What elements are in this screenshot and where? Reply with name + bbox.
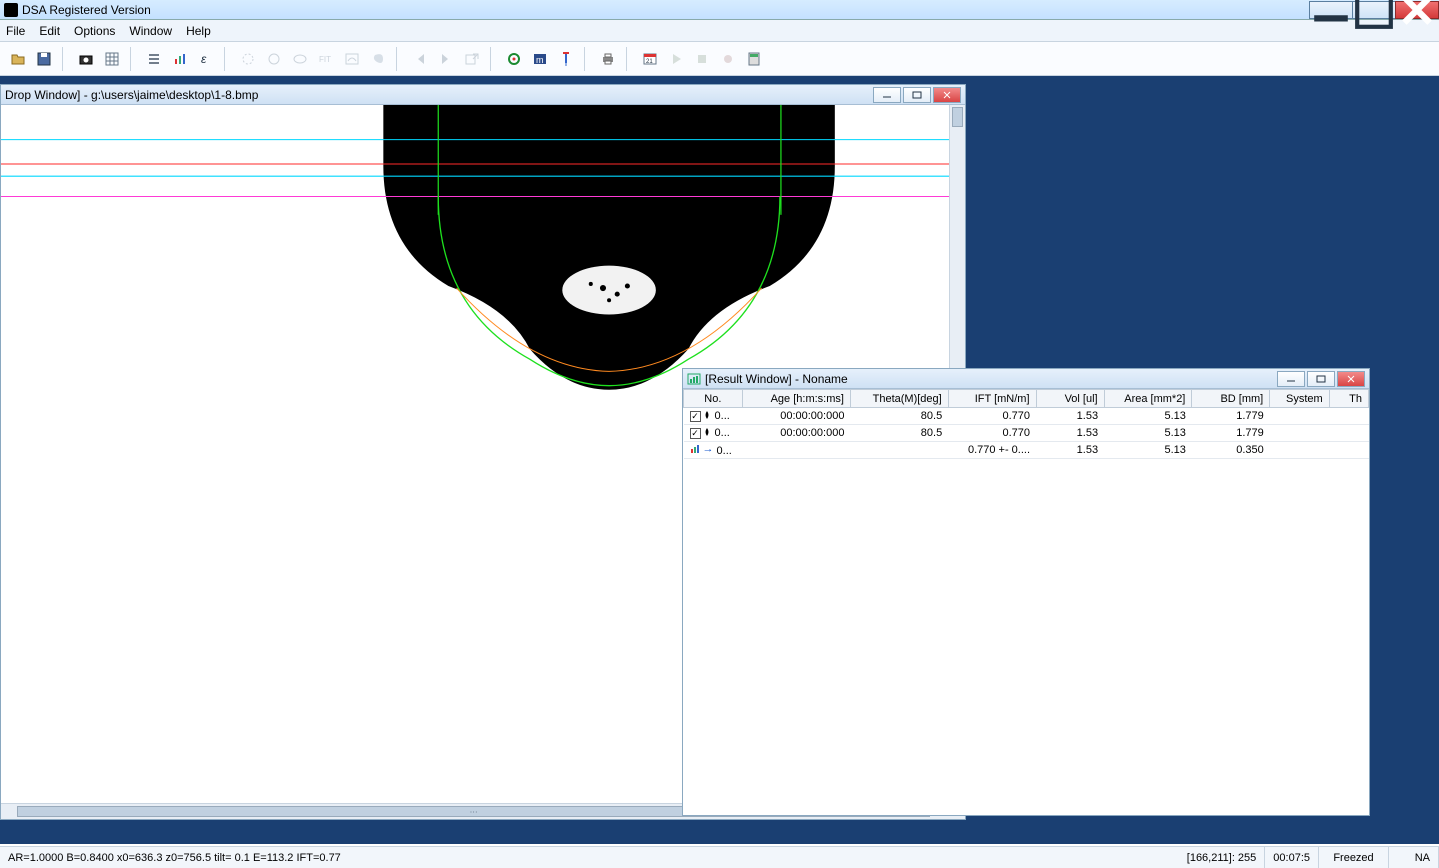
svg-text:FIT: FIT: [319, 55, 331, 64]
save-icon[interactable]: [32, 47, 56, 71]
mdi-workspace: Drop Window] - g:\users\jaime\desktop\1-…: [0, 76, 1439, 844]
col-area-mm-2-[interactable]: Area [mm*2]: [1104, 390, 1192, 408]
maximize-button[interactable]: [1352, 1, 1396, 19]
result-min-button[interactable]: [1277, 371, 1305, 387]
result-title: [Result Window] - Noname: [705, 372, 848, 386]
col-no-[interactable]: No.: [684, 390, 743, 408]
target-icon[interactable]: [502, 47, 526, 71]
open-icon[interactable]: [6, 47, 30, 71]
menubar: File Edit Options Window Help: [0, 20, 1439, 42]
result-body: No.Age [h:m:s:ms]Theta(M)[deg]IFT [mN/m]…: [683, 389, 1369, 815]
window-buttons: [1310, 1, 1439, 19]
drop-close-button[interactable]: [933, 87, 961, 103]
drop-window-titlebar[interactable]: Drop Window] - g:\users\jaime\desktop\1-…: [1, 85, 965, 105]
minimize-button[interactable]: [1309, 1, 1353, 19]
fit2-icon: [340, 47, 364, 71]
menu-window[interactable]: Window: [129, 24, 172, 38]
list-icon[interactable]: [142, 47, 166, 71]
syringe-icon[interactable]: [554, 47, 578, 71]
col-bd-mm-[interactable]: BD [mm]: [1192, 390, 1270, 408]
menu-file[interactable]: File: [6, 24, 25, 38]
menu-help[interactable]: Help: [186, 24, 211, 38]
table-row[interactable]: ✓ 0...00:00:00:00080.50.7701.535.131.779: [684, 408, 1369, 425]
statusbar: AR=1.0000 B=0.8400 x0=636.3 z0=756.5 til…: [0, 846, 1439, 868]
main-titlebar: DSA Registered Version: [0, 0, 1439, 20]
blob-icon: [366, 47, 390, 71]
col-th[interactable]: Th: [1329, 390, 1368, 408]
status-state: Freezed: [1319, 847, 1389, 868]
export-icon: [460, 47, 484, 71]
col-vol-ul-[interactable]: Vol [ul]: [1036, 390, 1104, 408]
result-restore-button[interactable]: [1307, 371, 1335, 387]
result-table: No.Age [h:m:s:ms]Theta(M)[deg]IFT [mN/m]…: [683, 389, 1369, 459]
svg-text:ε: ε: [201, 52, 207, 66]
svg-text:m: m: [536, 55, 544, 65]
skip-left-icon: [408, 47, 432, 71]
ellipse-icon: [288, 47, 312, 71]
skip-right-icon: [434, 47, 458, 71]
drop-restore-button[interactable]: [903, 87, 931, 103]
circle-dash-icon: [236, 47, 260, 71]
status-time: 00:07:5: [1265, 847, 1319, 868]
toolbar: ε FIT m 21: [0, 42, 1439, 76]
close-button[interactable]: [1395, 1, 1439, 19]
status-na: NA: [1389, 847, 1439, 868]
epsilon-icon[interactable]: ε: [194, 47, 218, 71]
grid-icon[interactable]: [100, 47, 124, 71]
menu-edit[interactable]: Edit: [39, 24, 60, 38]
result-window-icon: [687, 373, 701, 385]
menu-options[interactable]: Options: [74, 24, 115, 38]
m-icon[interactable]: m: [528, 47, 552, 71]
result-close-button[interactable]: [1337, 371, 1365, 387]
col-system[interactable]: System: [1270, 390, 1329, 408]
col-age-h-m-s-ms-[interactable]: Age [h:m:s:ms]: [742, 390, 850, 408]
table-row[interactable]: ✓ 0...00:00:00:00080.50.7701.535.131.779: [684, 425, 1369, 442]
status-left: AR=1.0000 B=0.8400 x0=636.3 z0=756.5 til…: [0, 847, 349, 868]
camera-icon[interactable]: [74, 47, 98, 71]
app-icon: [4, 3, 18, 17]
app-title: DSA Registered Version: [22, 3, 151, 17]
result-window: [Result Window] - Noname No.Age [h:m:s:m…: [682, 368, 1370, 816]
result-titlebar[interactable]: [Result Window] - Noname: [683, 369, 1369, 389]
drop-min-button[interactable]: [873, 87, 901, 103]
circle-icon: [262, 47, 286, 71]
calendar-icon[interactable]: 21: [638, 47, 662, 71]
col-theta-m-deg-[interactable]: Theta(M)[deg]: [850, 390, 948, 408]
drop-window-title: Drop Window] - g:\users\jaime\desktop\1-…: [5, 88, 258, 102]
fit-icon: FIT: [314, 47, 338, 71]
stop-icon: [690, 47, 714, 71]
col-ift-mn-m-[interactable]: IFT [mN/m]: [948, 390, 1036, 408]
chart-icon[interactable]: [168, 47, 192, 71]
record-icon: [716, 47, 740, 71]
status-coords: [166,211]: 255: [1179, 847, 1266, 868]
play-icon: [664, 47, 688, 71]
svg-text:21: 21: [646, 59, 653, 65]
table-row[interactable]: → 0...0.770 +- 0....1.535.130.350: [684, 442, 1369, 459]
print-icon[interactable]: [596, 47, 620, 71]
calc-icon[interactable]: [742, 47, 766, 71]
